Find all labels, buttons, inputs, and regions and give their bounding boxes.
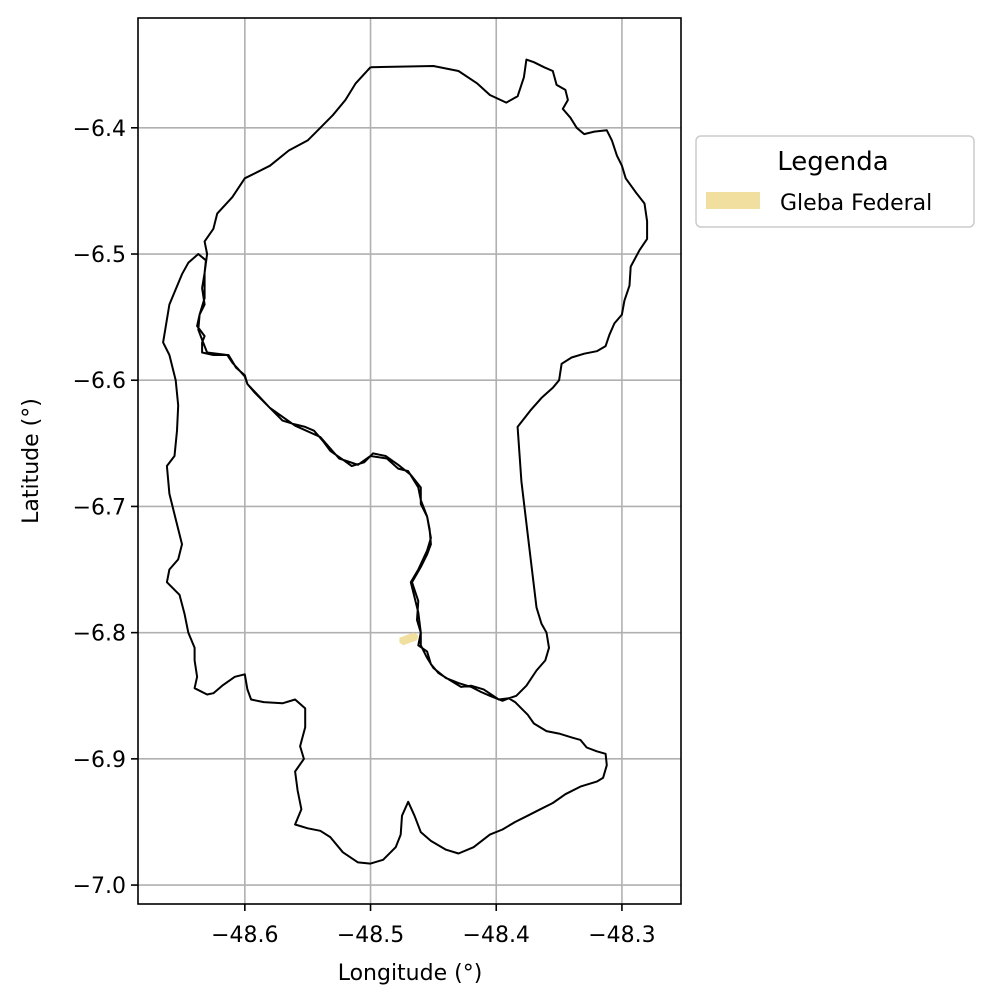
y-tick-label: −6.7 <box>73 495 126 520</box>
y-tick-label: −7.0 <box>73 874 126 899</box>
legend-box <box>695 135 975 228</box>
plot-frame <box>137 17 682 905</box>
y-axis-ticks: −6.4 −6.5 −6.6 −6.7 −6.8 −6.9 −7.0 <box>73 117 138 899</box>
gleba-federal-area <box>399 632 419 646</box>
x-axis-label: Longitude (°) <box>338 961 483 986</box>
y-tick-label: −6.4 <box>73 117 126 142</box>
legend-swatch-gleba-federal <box>706 192 760 209</box>
legend-title: Legenda <box>777 147 888 177</box>
y-tick-label: −6.5 <box>73 243 126 268</box>
grid-lines <box>138 18 681 904</box>
y-tick-label: −6.6 <box>73 369 126 394</box>
legend: Legenda Gleba Federal <box>695 135 975 228</box>
x-axis-ticks: −48.6 −48.5 −48.4 −48.3 <box>211 904 656 948</box>
boundary-outline <box>162 58 649 865</box>
x-tick-label: −48.4 <box>463 923 530 948</box>
municipality-boundary <box>162 58 649 865</box>
x-tick-label: −48.3 <box>588 923 655 948</box>
y-tick-label: −6.9 <box>73 748 126 773</box>
legend-label-gleba-federal: Gleba Federal <box>780 191 932 216</box>
y-tick-label: −6.8 <box>73 622 126 647</box>
y-axis-label: Latitude (°) <box>19 398 44 524</box>
gleba-federal-polygon <box>399 632 419 646</box>
x-tick-label: −48.5 <box>337 923 404 948</box>
x-tick-label: −48.6 <box>211 923 278 948</box>
